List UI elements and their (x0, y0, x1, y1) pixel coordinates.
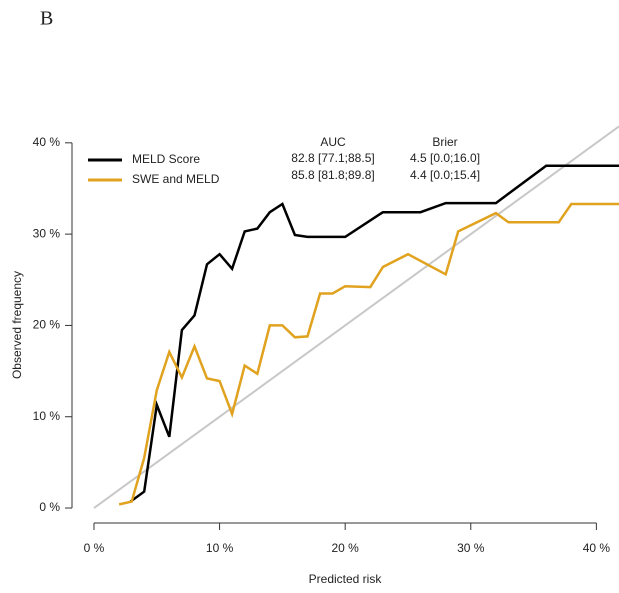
series-line (118, 202, 619, 506)
x-axis-label: Predicted risk (309, 572, 383, 586)
table-cell: 85.8 [81.8;89.8] (291, 168, 374, 182)
table-header: AUC (320, 135, 346, 149)
panel-label: B (40, 8, 53, 30)
table-header: Brier (432, 135, 457, 149)
y-tick-label: 10 % (33, 409, 61, 423)
y-tick-label: 40 % (33, 135, 61, 149)
reference-line (93, 125, 619, 509)
legend-label: SWE and MELD (132, 172, 220, 186)
table-cell: 4.5 [0.0;16.0] (410, 151, 480, 165)
x-tick-label: 30 % (457, 541, 485, 555)
x-tick-label: 0 % (84, 541, 105, 555)
table-cell: 4.4 [0.0;15.4] (410, 168, 480, 182)
y-tick-label: 0 % (39, 500, 60, 514)
x-tick-label: 40 % (583, 541, 611, 555)
legend-label: MELD Score (132, 152, 200, 166)
y-tick-label: 20 % (33, 318, 61, 332)
y-axis-label: Observed frequency (10, 271, 24, 379)
y-tick-label: 30 % (33, 226, 61, 240)
series-line (129, 164, 619, 503)
table-cell: 82.8 [77.1;88.5] (291, 151, 374, 165)
x-tick-label: 20 % (332, 541, 360, 555)
x-tick-label: 10 % (206, 541, 234, 555)
